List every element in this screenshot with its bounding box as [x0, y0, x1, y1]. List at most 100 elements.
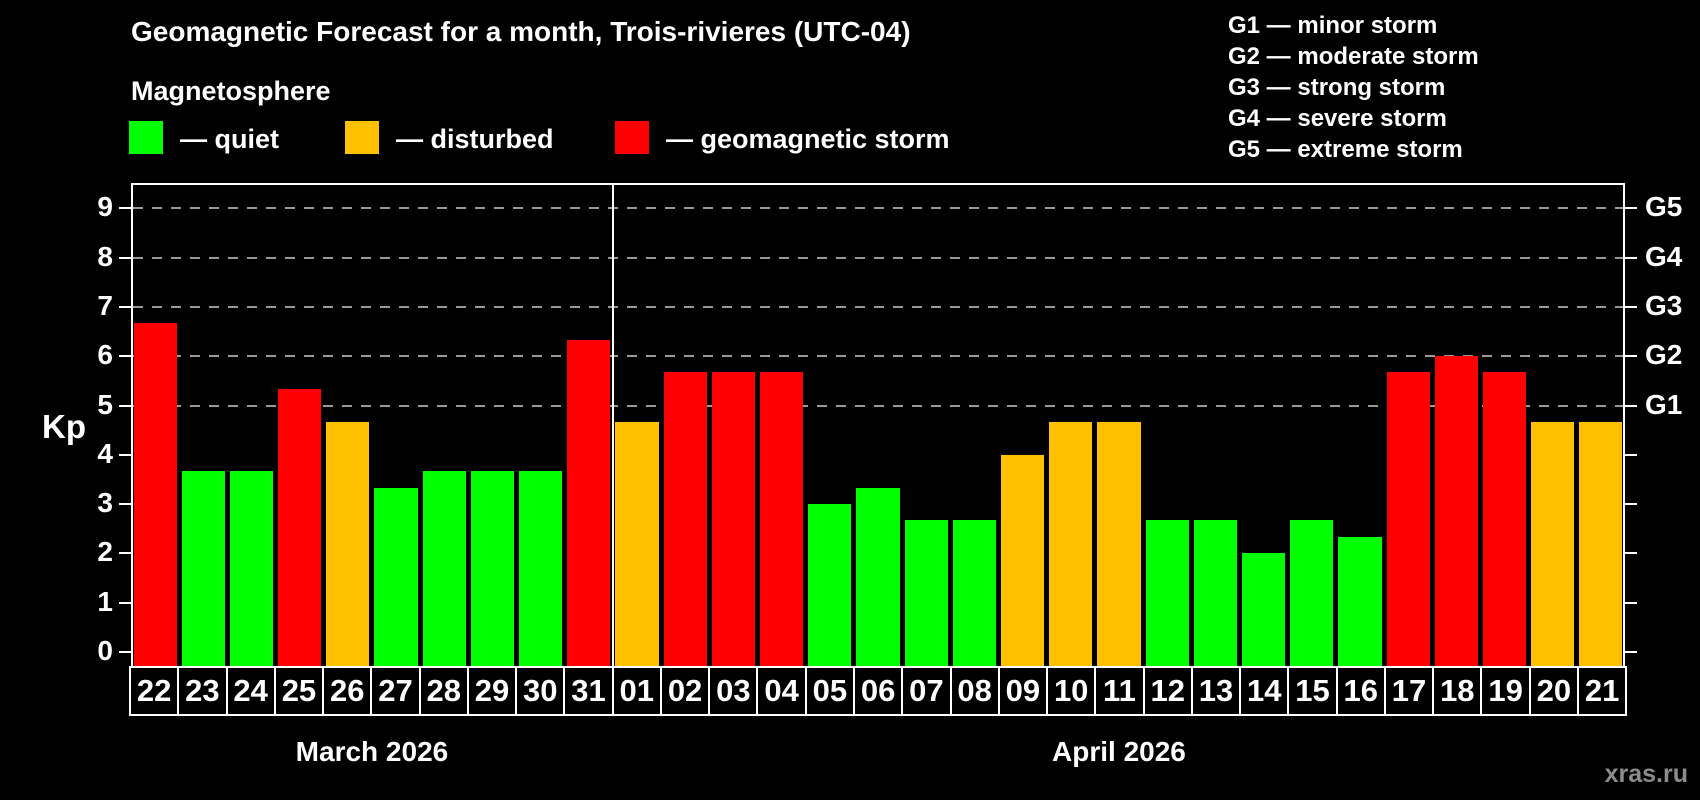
y-tick-label: 9 — [97, 191, 113, 223]
kp-bar-25 — [278, 389, 322, 666]
g-scale-legend-line: G1 — minor storm — [1228, 12, 1438, 39]
y-tick — [119, 355, 131, 358]
kp-bar-13 — [1193, 520, 1237, 666]
kp-bar-06 — [856, 487, 900, 666]
kp-bar-03 — [711, 372, 755, 666]
date-label: 25 — [273, 666, 325, 716]
kp-bar-29 — [470, 471, 515, 666]
kp-bar-14 — [1241, 553, 1286, 666]
gridline-kp6 — [133, 355, 1623, 358]
kp-bar-31 — [567, 339, 611, 666]
y-tick — [119, 651, 131, 653]
kp-bar-23 — [181, 471, 225, 666]
date-label: 26 — [322, 666, 373, 716]
y-tick-label: 5 — [97, 388, 113, 420]
y-tick-label: 8 — [97, 240, 113, 272]
g-scale-legend-line: G4 — severe storm — [1228, 105, 1447, 132]
date-label: 22 — [129, 666, 180, 716]
date-label: 06 — [852, 666, 904, 716]
gridline-kp9 — [133, 207, 1623, 210]
watermark: xras.ru — [1604, 760, 1688, 788]
legend-label-disturbed: — disturbed — [396, 124, 554, 154]
date-label: 05 — [804, 666, 855, 716]
kp-bar-20 — [1531, 421, 1575, 666]
date-label: 15 — [1287, 666, 1338, 716]
y-tick — [119, 305, 131, 308]
date-label: 07 — [901, 666, 952, 716]
kp-bar-19 — [1482, 372, 1527, 666]
g-tick-label: G3 — [1645, 289, 1683, 321]
gridline-kp5 — [133, 404, 1623, 407]
y-tick — [119, 207, 131, 210]
date-label: 01 — [611, 666, 662, 716]
g-tick-label: G5 — [1645, 191, 1683, 223]
y-tick — [119, 503, 131, 506]
y-tick — [119, 256, 131, 259]
date-label: 02 — [659, 666, 711, 716]
y-tick — [119, 552, 131, 555]
kp-bar-16 — [1338, 537, 1382, 666]
kp-bar-17 — [1386, 372, 1430, 666]
kp-bar-07 — [904, 520, 948, 666]
g-tick — [1625, 305, 1637, 308]
storm-swatch-icon — [615, 121, 649, 154]
y-tick-label: 4 — [97, 437, 113, 469]
gridline-kp7 — [133, 305, 1623, 308]
g-tick — [1625, 207, 1637, 210]
date-label: 10 — [1046, 666, 1097, 716]
quiet-swatch-icon — [129, 121, 163, 154]
month-label: April 2026 — [1052, 736, 1186, 767]
g-scale-legend-line: G2 — moderate storm — [1228, 43, 1479, 70]
g-tick-label: G1 — [1645, 388, 1683, 420]
date-label: 12 — [1142, 666, 1193, 716]
kp-bar-08 — [952, 520, 996, 666]
date-label: 28 — [418, 666, 469, 716]
date-label: 16 — [1335, 666, 1386, 716]
date-label: 14 — [1239, 666, 1290, 716]
g-tick — [1625, 404, 1637, 407]
date-label: 23 — [177, 666, 228, 716]
y-tick — [119, 453, 131, 456]
g-tick — [1625, 601, 1637, 604]
kp-bar-18 — [1434, 356, 1478, 666]
kp-bar-01 — [615, 421, 659, 666]
date-label: 08 — [949, 666, 1000, 716]
legend-label-quiet: — quiet — [180, 124, 279, 154]
g-tick — [1625, 256, 1637, 259]
kp-bar-28 — [422, 471, 466, 666]
kp-bar-27 — [374, 487, 418, 666]
date-label: 30 — [515, 666, 566, 716]
kp-bar-22 — [133, 323, 177, 666]
date-label: 03 — [708, 666, 759, 716]
y-tick-label: 2 — [97, 536, 113, 568]
y-tick-label: 0 — [97, 635, 113, 666]
kp-bar-02 — [663, 372, 707, 666]
date-label: 17 — [1383, 666, 1435, 716]
date-label: 20 — [1528, 666, 1579, 716]
date-axis: 22 23 24 25 26 27 28 29 30 31 01 02 03 04 05 06 07 08 09 10… — [129, 666, 1628, 716]
month-label: March 2026 — [295, 736, 449, 767]
date-label: 29 — [466, 666, 518, 716]
kp-bar-30 — [519, 471, 563, 666]
g-scale-legend-line: G5 — extreme storm — [1228, 136, 1463, 163]
gridline-kp8 — [133, 256, 1623, 259]
kp-bar-26 — [326, 421, 370, 666]
y-tick-label: 6 — [97, 339, 113, 371]
date-label: 24 — [225, 666, 276, 716]
g-tick — [1625, 651, 1637, 653]
kp-bar-09 — [1000, 454, 1045, 666]
y-tick-label: 1 — [97, 585, 113, 617]
disturbed-swatch-icon — [345, 121, 379, 154]
date-label: 18 — [1432, 666, 1483, 716]
g-tick-label: G2 — [1645, 339, 1683, 371]
date-label: 13 — [1190, 666, 1242, 716]
month-divider — [611, 183, 614, 668]
kp-bar-04 — [760, 372, 804, 666]
kp-bar-10 — [1049, 421, 1093, 666]
y-tick — [119, 404, 131, 407]
date-label: 04 — [756, 666, 807, 716]
kp-bar-11 — [1097, 421, 1141, 666]
kp-bar-05 — [808, 504, 852, 666]
date-label: 09 — [997, 666, 1049, 716]
g-tick — [1625, 552, 1637, 555]
